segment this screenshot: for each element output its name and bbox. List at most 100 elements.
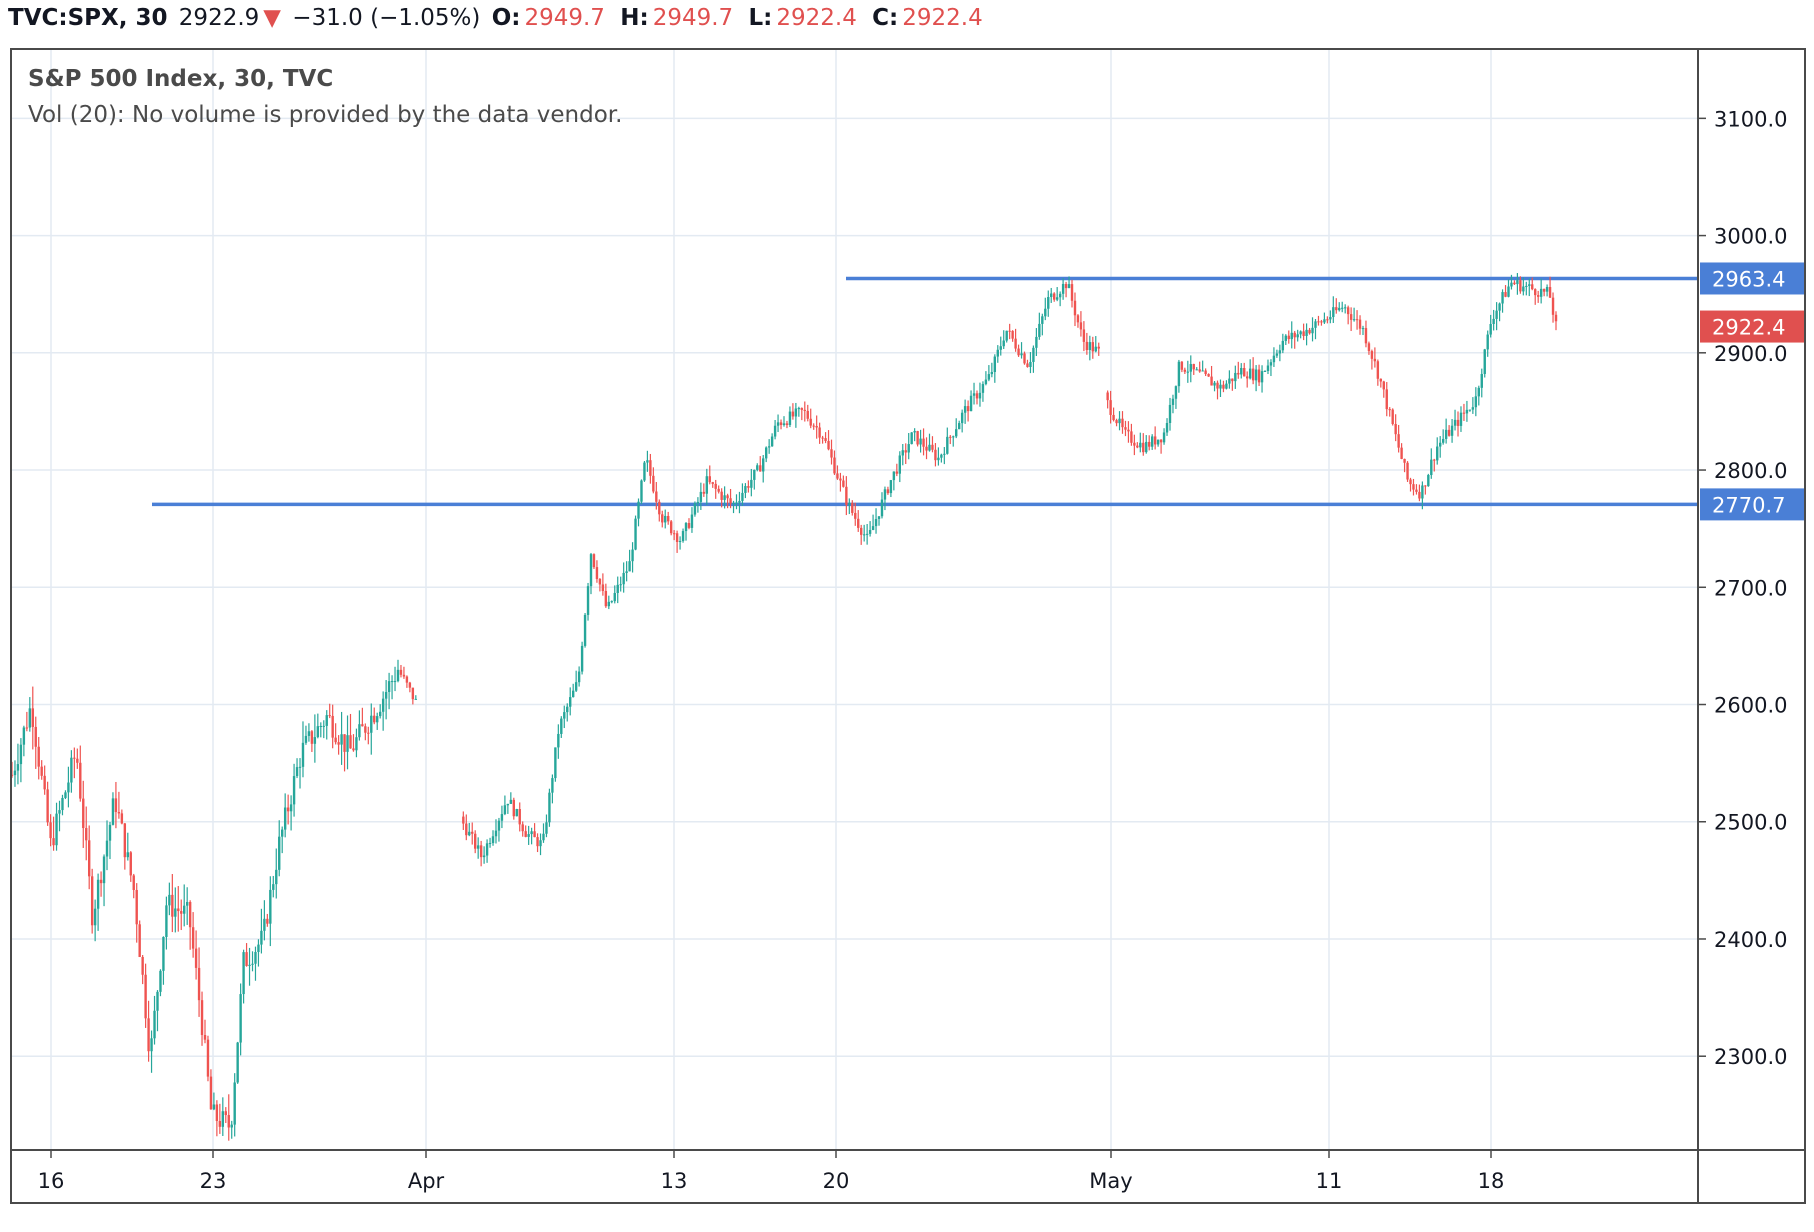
candle-body (90, 876, 94, 926)
candle-body (1542, 288, 1546, 292)
candle-body (1153, 436, 1157, 445)
candle-body (340, 734, 343, 745)
candle-body (821, 437, 824, 439)
candle-body (281, 829, 284, 837)
candle-body (230, 1124, 233, 1128)
candle-body (96, 879, 100, 909)
candle-body (129, 852, 132, 876)
candle-body (355, 737, 358, 751)
candle-body (1352, 319, 1356, 321)
symbol-label[interactable]: TVC:SPX, 30 (8, 5, 168, 31)
y-tick-label: 2700.0 (1714, 576, 1787, 600)
candle-body (1433, 459, 1436, 461)
candle-body (530, 831, 533, 835)
candle-body (200, 1000, 204, 1036)
candle-body (209, 1076, 213, 1110)
candle-body (378, 711, 382, 717)
candle-body (785, 423, 789, 425)
candle-body (625, 571, 628, 573)
candle-body (1323, 319, 1326, 323)
candle-body (1002, 340, 1005, 347)
candle-body (1367, 343, 1371, 352)
y-tick-label: 2300.0 (1714, 1045, 1787, 1069)
horizontal-lines (152, 276, 1698, 507)
candle-body (384, 692, 388, 699)
candle-body (221, 1111, 225, 1127)
candle-body (1023, 353, 1026, 364)
candle-body (1554, 314, 1558, 322)
candle-body (1201, 370, 1204, 372)
candle-body (485, 843, 489, 856)
candle-body (108, 824, 112, 841)
candle-body (1391, 409, 1394, 425)
candle-body (212, 1104, 216, 1110)
candle-body (310, 731, 314, 744)
candle-body (1400, 447, 1403, 459)
candle-body (1266, 365, 1270, 371)
candle-body (358, 724, 361, 738)
x-tick-label: Apr (408, 1169, 445, 1193)
candle-body (236, 1042, 239, 1083)
candle-body (257, 944, 260, 952)
y-tick-label: 3000.0 (1714, 225, 1787, 249)
candle-body (1361, 328, 1365, 330)
candle-body (1115, 420, 1118, 424)
candle-body (586, 586, 590, 615)
candle-body (1124, 427, 1127, 430)
candle-body (1076, 315, 1080, 323)
candle-body (699, 491, 703, 502)
candle-body (203, 1035, 207, 1040)
candle-body (1234, 372, 1237, 382)
candle-body (269, 889, 272, 924)
candle-body (465, 823, 468, 836)
candle-body (723, 495, 726, 500)
chart-legend-title[interactable]: S&P 500 Index, 30, TVC (28, 66, 334, 92)
candle-body (1548, 287, 1552, 298)
candle-body (1531, 284, 1534, 290)
candle-body (1545, 287, 1549, 292)
candle-body (684, 523, 688, 532)
candle-body (655, 491, 658, 502)
candle-body (479, 845, 483, 858)
candle-body (542, 833, 545, 841)
candle-body (381, 698, 385, 712)
candle-body (1195, 369, 1198, 371)
chart-grid (10, 48, 1698, 1150)
candle-body (741, 492, 744, 501)
candle-body (681, 531, 685, 542)
candle-body (512, 799, 515, 817)
candle-body (1522, 286, 1525, 292)
candle-body (981, 384, 985, 393)
candle-body (557, 733, 560, 748)
candle-body (1231, 378, 1234, 382)
candle-body (889, 480, 893, 494)
candle-body (188, 901, 192, 928)
x-tick-label: 20 (823, 1169, 850, 1193)
candle-body (1067, 284, 1071, 289)
candle-body (975, 393, 979, 399)
candle-body (307, 731, 311, 736)
candle-body (1528, 284, 1531, 286)
candle-body (1162, 432, 1166, 443)
candle-body (628, 561, 631, 572)
candle-body (263, 918, 266, 931)
candle-body (102, 856, 106, 884)
candle-body (518, 809, 521, 825)
candle-body (554, 747, 557, 779)
candle-body (839, 478, 842, 481)
candle-body (747, 486, 750, 488)
candle-body (55, 813, 58, 846)
candle-body (46, 789, 49, 823)
low-value: 2922.4 (776, 5, 857, 31)
candle-body (1504, 292, 1507, 297)
candle-body (815, 425, 818, 428)
candle-body (738, 500, 741, 503)
candle-body (1275, 353, 1279, 356)
candle-body (1248, 368, 1252, 379)
candle-body (482, 855, 486, 858)
x-tick-label: 16 (38, 1169, 65, 1193)
candle-body (1459, 412, 1463, 426)
candle-body (874, 519, 878, 527)
candle-body (242, 952, 245, 995)
